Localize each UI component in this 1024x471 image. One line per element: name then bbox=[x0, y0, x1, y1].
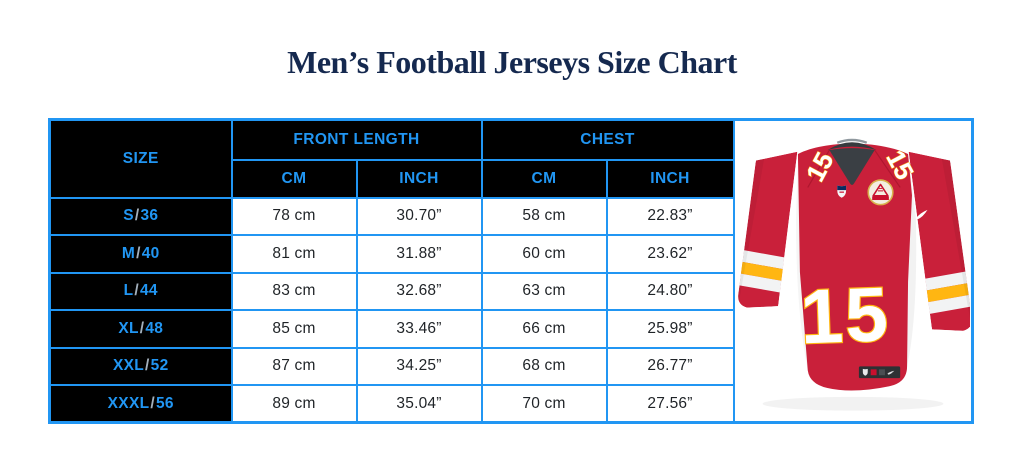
front-length-inch-cell: 35.04” bbox=[355, 384, 483, 424]
chiefs-patch-icon bbox=[867, 178, 894, 205]
size-number: 48 bbox=[145, 319, 164, 337]
size-label: XXXL/56 bbox=[48, 384, 233, 424]
chest-inch-cell: 22.83” bbox=[605, 196, 735, 236]
size-number: 44 bbox=[140, 282, 158, 300]
nfl-shield-icon bbox=[837, 184, 847, 198]
table-row: XXL/52 87 cm 34.25” 68 cm 26.77” bbox=[48, 346, 973, 386]
chest-cm-cell: 63 cm bbox=[480, 271, 608, 311]
front-length-inch-cell: 33.46” bbox=[355, 309, 483, 349]
header-front-length: FRONT LENGTH bbox=[230, 118, 483, 161]
jersey-collar bbox=[827, 138, 877, 185]
jersey-image: 15 15 bbox=[735, 138, 971, 411]
table-row: L/44 83 cm 32.68” 63 cm 24.80” bbox=[48, 271, 973, 311]
chest-cm-cell: 66 cm bbox=[480, 309, 608, 349]
jersey-ground-shadow bbox=[762, 396, 944, 411]
chest-inch-cell: 27.56” bbox=[605, 384, 735, 424]
size-number: 36 bbox=[140, 207, 159, 225]
chest-cm-cell: 70 cm bbox=[480, 384, 608, 424]
table-row: M/40 81 cm 31.88” 60 cm 23.62” bbox=[48, 234, 973, 274]
jersey-number-chest: 15 bbox=[799, 272, 891, 360]
table-row: XL/48 85 cm 33.46” 66 cm 25.98” bbox=[48, 309, 973, 349]
size-name: XL bbox=[118, 319, 139, 337]
chest-cm-cell: 58 cm bbox=[480, 196, 608, 236]
size-separator: / bbox=[134, 207, 140, 225]
nike-swoosh-icon bbox=[916, 209, 928, 219]
front-length-cm-cell: 81 cm bbox=[230, 234, 358, 274]
size-name: XXL bbox=[113, 357, 145, 375]
chest-inch-cell: 23.62” bbox=[605, 234, 735, 274]
size-name: M bbox=[121, 244, 136, 262]
front-length-inch-cell: 30.70” bbox=[355, 196, 483, 236]
page-title: Men’s Football Jerseys Size Chart bbox=[287, 44, 737, 80]
size-name: S bbox=[123, 207, 134, 225]
size-separator: / bbox=[136, 244, 141, 262]
header-chest-cm: CM bbox=[480, 158, 608, 199]
size-separator: / bbox=[134, 282, 140, 300]
size-label: M/40 bbox=[48, 234, 233, 274]
chest-inch-cell: 24.80” bbox=[605, 271, 735, 311]
size-label: XXL/52 bbox=[48, 346, 233, 386]
header-row-groups: SIZE FRONT LENGTH CHEST bbox=[48, 118, 974, 424]
front-length-inch-cell: 34.25” bbox=[355, 346, 483, 386]
table-row: S/36 78 cm 30.70” 58 cm 22.83” bbox=[48, 196, 973, 236]
chest-inch-cell: 26.77” bbox=[605, 346, 735, 386]
header-chest-inch: INCH bbox=[605, 158, 735, 199]
jersey-torso bbox=[796, 143, 917, 391]
header-front-inch: INCH bbox=[355, 158, 483, 199]
front-length-inch-cell: 31.88” bbox=[355, 234, 483, 274]
header-size: SIZE bbox=[48, 118, 233, 199]
size-number: 52 bbox=[150, 357, 169, 375]
size-name: L bbox=[123, 282, 134, 300]
front-length-cm-cell: 87 cm bbox=[230, 346, 358, 386]
size-label: S/36 bbox=[48, 196, 233, 236]
chest-cm-cell: 60 cm bbox=[480, 234, 608, 274]
header-row-units: CM INCH CM INCH bbox=[50, 158, 973, 199]
size-number: 56 bbox=[155, 394, 174, 412]
header-chest: CHEST bbox=[480, 118, 735, 161]
table-row: XXXL/56 89 cm 35.04” 70 cm 27.56” bbox=[48, 384, 973, 424]
front-length-cm-cell: 78 cm bbox=[230, 196, 358, 236]
header-front-cm: CM bbox=[230, 158, 358, 199]
size-separator: / bbox=[139, 319, 145, 337]
size-name: XXXL bbox=[107, 394, 150, 412]
size-separator: / bbox=[150, 394, 155, 412]
size-label: XL/48 bbox=[48, 309, 233, 349]
size-number: 40 bbox=[141, 244, 160, 262]
size-chart-table: SIZE FRONT LENGTH CHEST bbox=[48, 118, 975, 424]
chest-cm-cell: 68 cm bbox=[480, 346, 608, 386]
jersey-image-cell: 15 15 bbox=[732, 118, 974, 424]
front-length-inch-cell: 32.68” bbox=[355, 271, 483, 311]
size-separator: / bbox=[145, 357, 150, 375]
jock-tag bbox=[859, 365, 901, 378]
chest-inch-cell: 25.98” bbox=[605, 309, 735, 349]
size-label: L/44 bbox=[48, 271, 233, 311]
front-length-cm-cell: 83 cm bbox=[230, 271, 358, 311]
front-length-cm-cell: 89 cm bbox=[230, 384, 358, 424]
front-length-cm-cell: 85 cm bbox=[230, 309, 358, 349]
